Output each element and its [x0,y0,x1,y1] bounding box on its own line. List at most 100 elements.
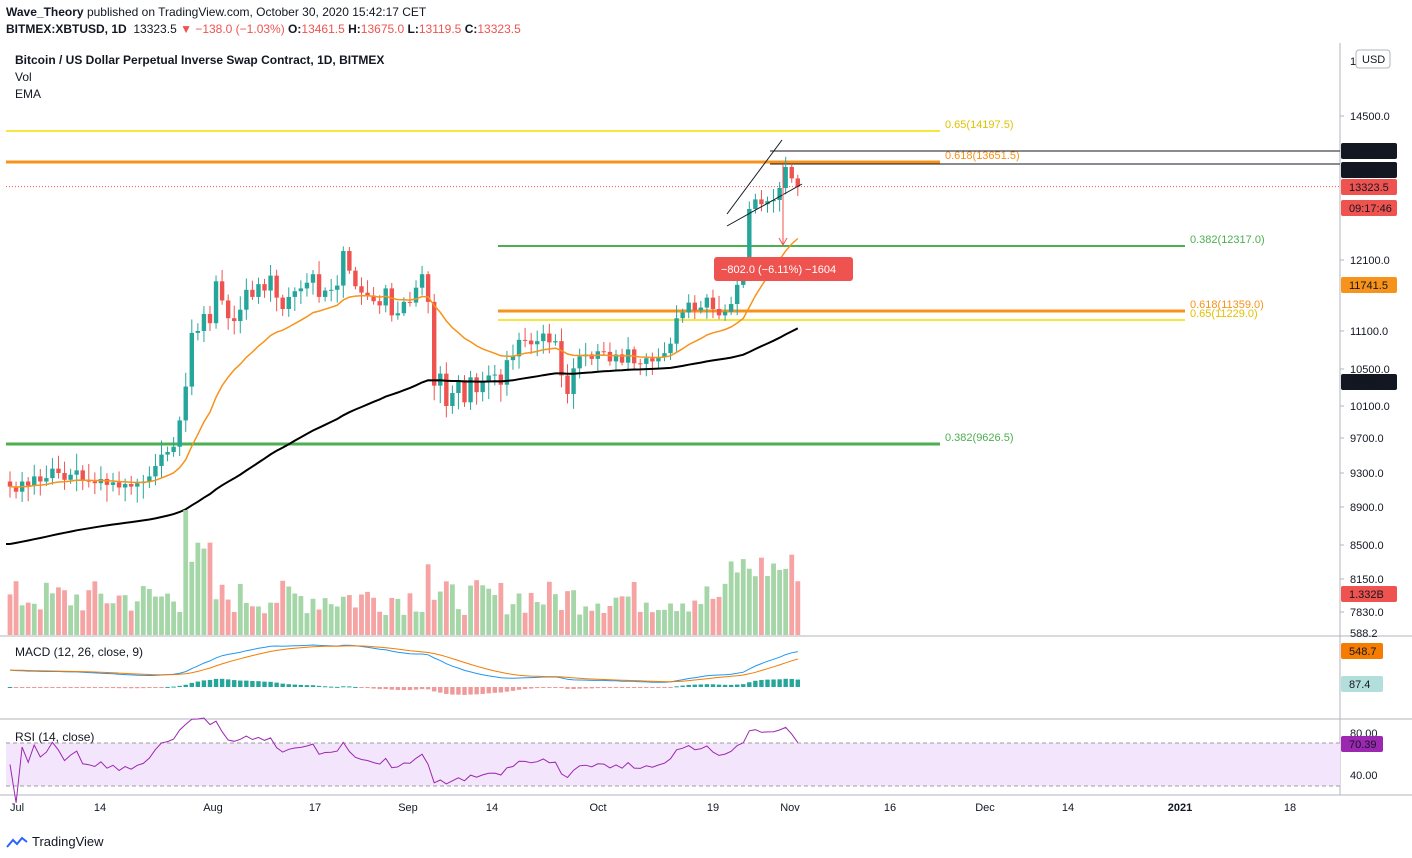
tradingview-footer[interactable]: TradingView [6,834,104,849]
candle-body[interactable] [207,313,213,324]
candle-body[interactable] [753,199,758,209]
candle-body[interactable] [238,309,243,322]
candle-body[interactable] [547,333,552,343]
candle-body[interactable] [698,307,704,311]
measure-label-box[interactable] [714,257,853,281]
candle-body[interactable] [359,286,364,293]
candle-body[interactable] [32,476,37,486]
candle-body[interactable] [450,393,455,406]
candle-body[interactable] [765,201,770,205]
candle-body[interactable] [541,333,546,342]
candle-body[interactable] [522,339,528,341]
candle-body[interactable] [589,354,594,359]
candle-body[interactable] [474,377,479,393]
candle-body[interactable] [153,466,158,477]
candle-body[interactable] [322,290,328,297]
candle-body[interactable] [250,289,255,297]
candle-body[interactable] [377,301,382,306]
candle-body[interactable] [462,380,467,403]
candle-body[interactable] [341,251,346,286]
candle-body[interactable] [795,178,800,187]
candle-body[interactable] [195,331,201,333]
candle-body[interactable] [213,281,219,324]
currency-button[interactable] [1355,49,1391,69]
candle-body[interactable] [662,353,667,357]
candle-body[interactable] [201,313,207,331]
candle-body[interactable] [74,470,79,475]
candle-body[interactable] [225,300,231,319]
candle-body[interactable] [789,167,794,179]
candle-body[interactable] [68,474,73,480]
candle-body[interactable] [310,274,316,283]
candle-body[interactable] [104,478,110,485]
candle-body[interactable] [419,274,425,288]
candle-body[interactable] [613,354,619,362]
candle-body[interactable] [674,318,679,344]
candle-body[interactable] [516,339,522,357]
candle-body[interactable] [644,358,649,364]
rsi-line[interactable] [9,717,799,803]
candle-body[interactable] [353,270,358,287]
wedge-lower-line[interactable] [726,183,803,227]
macd-title[interactable]: MACD (12, 26, close, 9) [15,645,144,659]
candle-body[interactable] [686,302,691,313]
candle-body[interactable] [728,304,734,312]
candle-body[interactable] [56,468,61,473]
candle-body[interactable] [722,311,728,316]
candle-body[interactable] [268,275,273,291]
candle-body[interactable] [335,285,340,290]
candle-body[interactable] [80,470,85,481]
candle-body[interactable] [328,289,334,291]
candle-body[interactable] [559,341,564,376]
candle-body[interactable] [86,480,91,482]
ema-legend[interactable]: EMA [15,87,42,101]
candle-body[interactable] [638,363,643,365]
candle-body[interactable] [50,468,55,479]
candle-body[interactable] [292,291,298,297]
candle-body[interactable] [171,446,176,452]
author-name[interactable]: Wave_Theory [6,5,84,19]
candle-body[interactable] [668,343,673,354]
candle-body[interactable] [219,281,225,301]
candle-body[interactable] [38,476,43,482]
candle-body[interactable] [468,377,473,403]
signal-line[interactable] [9,645,798,683]
candle-body[interactable] [504,360,510,385]
candle-body[interactable] [304,282,310,289]
candle-body[interactable] [704,297,710,308]
candle-body[interactable] [165,452,170,455]
candle-body[interactable] [577,356,582,369]
candle-body[interactable] [177,420,182,447]
candle-body[interactable] [189,332,194,387]
candle-body[interactable] [735,284,740,305]
candle-body[interactable] [607,351,613,362]
candle-body[interactable] [407,301,413,303]
candle-body[interactable] [159,454,164,466]
candle-body[interactable] [129,484,134,487]
candle-body[interactable] [553,341,558,343]
candle-body[interactable] [759,199,764,205]
candle-body[interactable] [262,284,267,291]
candle-body[interactable] [619,354,625,363]
candle-body[interactable] [110,482,116,485]
candle-body[interactable] [347,251,352,271]
candle-body[interactable] [395,313,401,316]
candle-body[interactable] [565,375,570,394]
candle-body[interactable] [116,482,122,488]
candle-body[interactable] [747,209,752,275]
candle-body[interactable] [135,483,140,487]
candle-body[interactable] [244,289,249,310]
candle-body[interactable] [444,373,449,406]
candle-body[interactable] [298,288,304,292]
candle-body[interactable] [122,484,128,488]
candle-body[interactable] [710,297,716,309]
candle-body[interactable] [44,478,49,482]
candle-body[interactable] [371,295,376,302]
candle-body[interactable] [256,284,261,297]
ema-fast-line[interactable] [9,237,799,488]
candle-body[interactable] [432,301,437,386]
candle-body[interactable] [456,380,461,394]
candle-body[interactable] [783,167,788,188]
candle-body[interactable] [680,312,685,319]
candle-body[interactable] [274,275,279,298]
